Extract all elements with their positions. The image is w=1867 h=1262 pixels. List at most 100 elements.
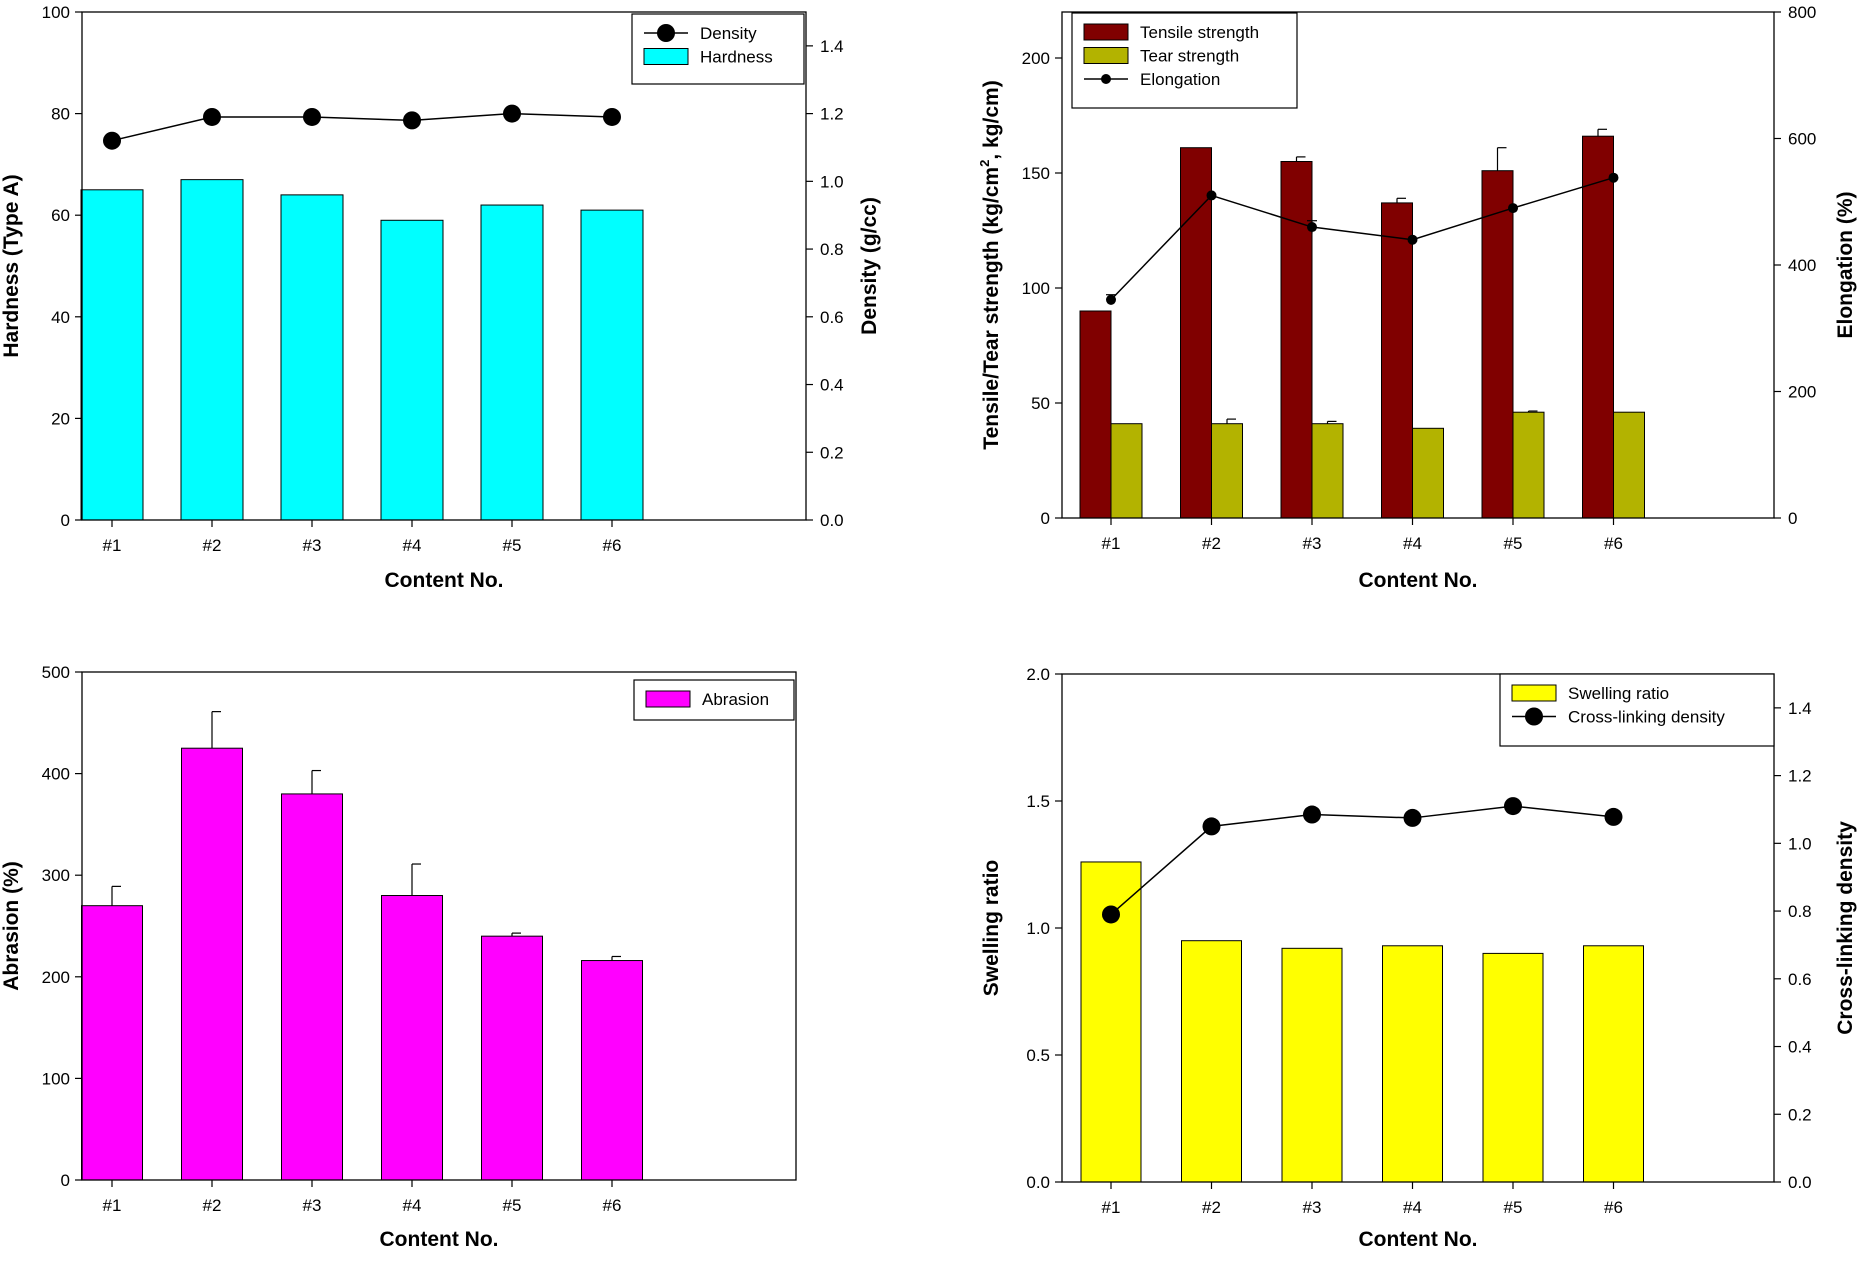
legend-swatch: [643, 48, 689, 65]
y-axis-title: Tensile/Tear strength (kg/cm2, kg/cm): [977, 80, 1003, 449]
y-tick-label: 100: [42, 1069, 70, 1088]
legend: Density Hardness: [631, 13, 805, 85]
legend-swatch: [1083, 23, 1129, 41]
legend-label: Density: [700, 24, 757, 43]
x-tick-label: #5: [503, 1196, 522, 1215]
bar-tensile-strength-1: [1079, 310, 1112, 519]
y-tick-label: 80: [51, 105, 70, 124]
bar-tear-strength-4: [1412, 427, 1444, 519]
bar-tear-strength-5: [1512, 411, 1545, 519]
x-tick-label: #3: [1303, 534, 1322, 553]
y-axis-title: Swelling ratio: [980, 860, 1003, 997]
legend: Swelling ratio Cross-linking density: [1499, 673, 1775, 747]
point-density-1: [103, 131, 121, 150]
bar-abrasion-1: [81, 905, 143, 1181]
point-cross-linking-density-1: [1102, 905, 1120, 924]
x-tick-label: #3: [303, 1196, 322, 1215]
x-axis-title: Content No.: [380, 1228, 499, 1251]
plot-frame: [81, 671, 797, 1181]
x-axis-title: Content No.: [1359, 1228, 1478, 1251]
chart-panel-tensile-tear-elongation: 0 50 100 150 200 0 200 400 600 800 #1 #2 #3 #4 #5 #6 Con…: [977, 3, 1857, 592]
y-tick-label: 0: [61, 1171, 70, 1190]
x-tick-label: #1: [103, 536, 122, 555]
point-elongation-5: [1508, 203, 1518, 214]
bar-abrasion-6: [581, 960, 643, 1181]
point-density-4: [403, 111, 421, 130]
y-tick-label: 1.0: [1026, 919, 1050, 938]
x-tick-label: #6: [603, 536, 622, 555]
y-tick-label: 400: [42, 765, 70, 784]
y2-axis-title: Cross-linking density: [1834, 821, 1857, 1035]
x-tick-label: #2: [203, 536, 222, 555]
line-elongation: [1110, 176, 1614, 301]
point-density-2: [203, 107, 221, 126]
bar-tear-strength-6: [1613, 411, 1645, 519]
bar-hardness-4: [380, 219, 444, 521]
y2-tick-label: 1.4: [1788, 699, 1812, 718]
y2-tick-label: 1.0: [1788, 834, 1812, 853]
y2-tick-label: 0.8: [820, 240, 844, 259]
x-tick-label: #4: [403, 536, 422, 555]
y2-tick-label: 0.4: [820, 376, 844, 395]
legend-label: Elongation: [1140, 70, 1220, 89]
bar-abrasion-4: [381, 895, 443, 1181]
bar-hardness-2: [180, 179, 244, 521]
legend-marker: [1525, 707, 1543, 726]
x-tick-label: #6: [1604, 534, 1623, 553]
point-density-3: [303, 107, 321, 126]
point-elongation-3: [1307, 222, 1317, 233]
legend: Tensile strength Tear strength Elongation: [1071, 12, 1298, 109]
legend-label: Abrasion: [702, 690, 769, 709]
y-tick-label: 50: [1031, 394, 1050, 413]
x-tick-label: #4: [403, 1196, 422, 1215]
y-tick-label: 2.0: [1026, 665, 1050, 684]
point-elongation-6: [1608, 172, 1619, 183]
x-tick-label: #5: [503, 536, 522, 555]
legend-label: Tear strength: [1140, 47, 1239, 66]
bar-tensile-strength-6: [1582, 135, 1614, 519]
y-tick-label: 100: [1022, 279, 1050, 298]
y-tick-label: 150: [1022, 164, 1050, 183]
y-axis-title: Hardness (Type A): [0, 174, 23, 357]
bar-abrasion-2: [181, 747, 243, 1181]
x-axis-title: Content No.: [1359, 569, 1478, 592]
legend-label: Cross-linking density: [1568, 708, 1725, 727]
y2-tick-label: 200: [1788, 383, 1816, 402]
legend-label: Swelling ratio: [1568, 684, 1669, 703]
y2-axis-title: Elongation (%): [1834, 192, 1857, 339]
x-tick-label: #5: [1504, 1198, 1523, 1217]
bar-swelling-ratio-2: [1181, 940, 1242, 1183]
y-tick-label: 0.5: [1026, 1046, 1050, 1065]
chart-panel-abrasion: 0 100 200 300 400 500 #1 #2 #3 #4 #5 #6 Content No. A…: [0, 663, 797, 1251]
bar-tensile-strength-5: [1481, 170, 1514, 519]
x-tick-label: #5: [1504, 534, 1523, 553]
y2-tick-label: 1.2: [820, 105, 844, 124]
y2-tick-label: 800: [1788, 3, 1816, 22]
y2-tick-label: 1.2: [1788, 767, 1812, 786]
chart-panel-swelling-crosslinking: 0.0 0.5 1.0 1.5 2.0 0.0 0.2 0.4 0.6 0.8 1.0 1.2 1.4 #…: [980, 665, 1857, 1251]
point-elongation-2: [1206, 190, 1217, 201]
y-axis-title: Abrasion (%): [0, 861, 23, 991]
bar-abrasion-5: [481, 935, 543, 1181]
bar-tensile-strength-3: [1280, 161, 1313, 519]
y-tick-label: 0: [1041, 509, 1050, 528]
bar-swelling-ratio-5: [1482, 952, 1544, 1183]
legend-swatch: [1083, 47, 1129, 64]
x-tick-label: #2: [203, 1196, 222, 1215]
plot-frame: [81, 11, 807, 521]
x-tick-label: #3: [1303, 1198, 1322, 1217]
x-tick-label: #4: [1403, 534, 1422, 553]
y2-tick-label: 400: [1788, 256, 1816, 275]
y2-tick-label: 1.0: [820, 172, 844, 191]
bar-hardness-6: [580, 209, 644, 521]
point-cross-linking-density-4: [1403, 808, 1422, 827]
y2-tick-label: 0.6: [1788, 970, 1812, 989]
y-tick-label: 20: [51, 409, 70, 428]
point-density-5: [503, 104, 521, 123]
bar-hardness-3: [280, 194, 344, 521]
y-tick-label: 1.5: [1026, 792, 1050, 811]
point-cross-linking-density-2: [1202, 817, 1221, 836]
bar-swelling-ratio-4: [1382, 945, 1443, 1183]
y2-tick-label: 0.0: [1788, 1173, 1812, 1192]
